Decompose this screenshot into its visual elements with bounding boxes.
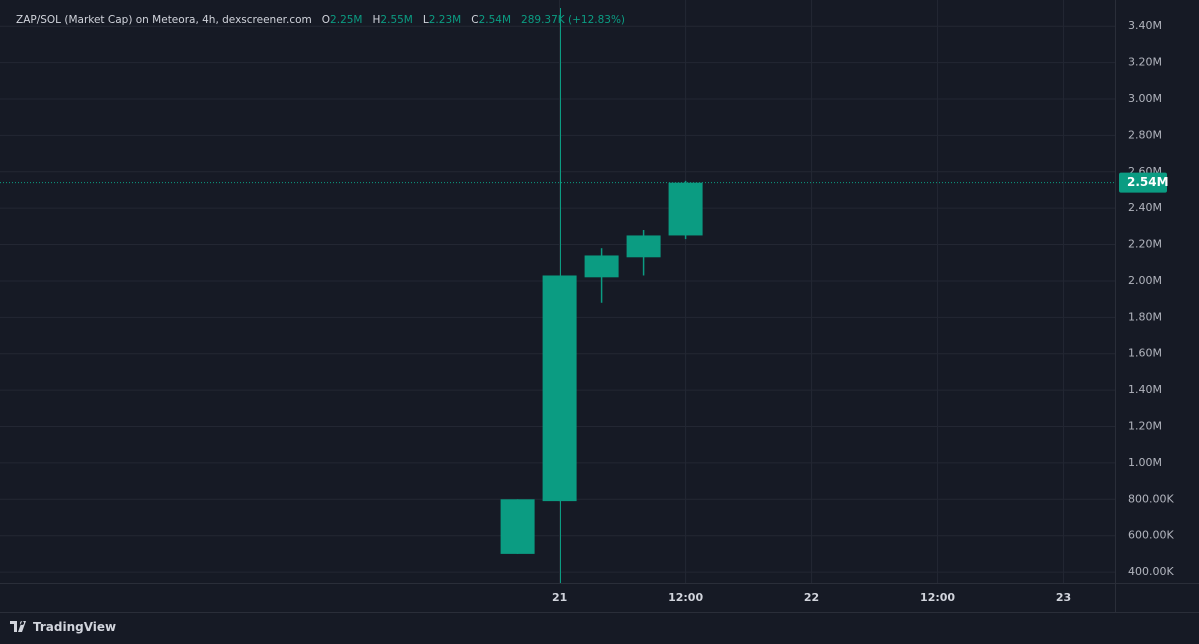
y-tick-label: 3.20M (1128, 56, 1162, 69)
legend: ZAP/SOL (Market Cap) on Meteora, 4h, dex… (16, 14, 625, 26)
body (668, 182, 703, 236)
legend-value: 2.54M (478, 14, 512, 26)
x-tick-label: 23 (1056, 591, 1071, 604)
legend-value: 2.25M (330, 14, 363, 26)
legend-key: L (422, 14, 429, 26)
y-tick-label: 400.00K (1128, 565, 1174, 578)
footer: TradingView (10, 620, 116, 634)
logo (10, 621, 26, 632)
y-tick-label: 1.00M (1128, 456, 1162, 469)
body (626, 235, 661, 258)
candle (584, 248, 619, 303)
y-tick-label: 1.20M (1128, 420, 1162, 433)
y-tick-label: 2.00M (1128, 274, 1162, 287)
legend-value: 2.55M (380, 14, 413, 26)
candle (668, 180, 703, 240)
y-tick-label: 2.40M (1128, 201, 1162, 214)
title: ZAP/SOL (Market Cap) on Meteora, 4h, dex… (16, 14, 312, 26)
x-tick-label: 12:00 (668, 591, 703, 604)
y-tick-label: 1.40M (1128, 383, 1162, 396)
y-tick-label: 1.60M (1128, 347, 1162, 360)
legend-key: C (471, 14, 479, 26)
candle (626, 229, 661, 276)
legend-value: 2.23M (428, 14, 462, 26)
legend-key: H (372, 14, 381, 26)
brand: TradingView (33, 620, 117, 634)
candles (500, 180, 703, 554)
body (500, 499, 535, 554)
candle (500, 499, 535, 554)
y-tick-label: 600.00K (1128, 529, 1174, 542)
grid (0, 0, 1115, 583)
y-tick-label: 1.80M (1128, 310, 1162, 323)
x-tick-label: 21 (552, 591, 567, 604)
last-price-label: 2.54M (1127, 175, 1169, 189)
legend-change: 289.37K (+12.83%) (521, 14, 626, 26)
legend-key: O (321, 14, 331, 26)
y-tick-label: 3.40M (1128, 19, 1162, 32)
candle (542, 275, 577, 502)
y-tick-label: 3.00M (1128, 92, 1162, 105)
y-tick-label: 800.00K (1128, 492, 1174, 505)
y-tick-label: 2.80M (1128, 128, 1162, 141)
x-tick-label: 22 (804, 591, 819, 604)
body (584, 255, 619, 278)
x-tick-label: 12:00 (920, 591, 955, 604)
y-tick-label: 2.20M (1128, 238, 1162, 251)
body (542, 275, 577, 502)
last-price-tag (1119, 172, 1167, 193)
